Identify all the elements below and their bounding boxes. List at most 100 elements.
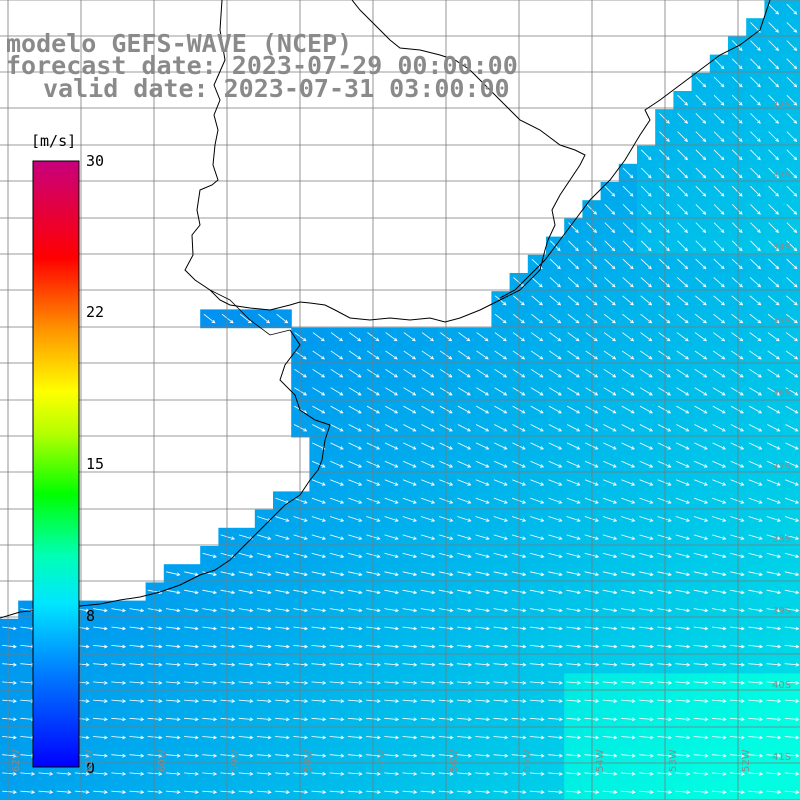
wind-arrow [676,295,689,306]
wind-arrow [329,735,345,740]
wind-cell [273,782,292,800]
wind-arrow [657,608,673,613]
wind-arrow [129,771,145,776]
wind-arrow [420,534,436,540]
wind-arrow [585,313,598,324]
title-forecast-date: forecast date: 2023-07-29 00:00:00 [6,51,518,80]
wind-arrow [584,571,600,577]
wind-cell [782,273,800,292]
wind-arrow [566,680,582,685]
wind-cell [782,127,800,147]
wind-arrow [566,699,582,703]
wind-arrow [712,424,726,432]
wind-arrow [693,552,709,558]
wind-arrow [384,699,400,703]
wind-arrow [602,771,618,776]
wind-arrow [202,571,217,577]
wind-arrow [202,680,218,685]
wind-arrow [730,497,745,504]
wind-arrow [529,662,545,667]
wind-arrow [549,313,562,324]
wind-vectors [2,3,800,794]
wind-arrow [731,204,743,215]
wind-arrow [348,368,362,378]
wind-arrow [329,717,345,722]
wind-arrow [750,204,761,215]
wind-arrow [548,717,563,722]
wind-arrow [421,479,435,486]
wind-arrow [784,571,800,577]
wind-arrow [220,626,236,631]
wind-arrow [584,460,599,468]
wind-arrow [677,94,688,106]
wind-arrow [731,76,743,88]
wind-arrow [384,479,399,486]
wind-arrow [311,608,327,613]
wind-arrow [622,258,634,270]
wind-arrow [676,313,689,324]
wind-arrow [257,571,272,577]
wind-arrow [675,699,691,703]
wind-arrow [694,332,707,342]
wind-arrow [420,552,436,558]
wind-arrow [529,589,545,595]
wind-arrow [275,680,290,685]
wind-arrow [165,626,181,631]
wind-arrow [603,479,617,486]
wind-arrow [749,295,762,306]
wind-arrow [329,626,345,631]
wind-arrow [766,534,781,540]
wind-arrow [420,516,436,522]
wind-arrow [220,717,236,722]
wind-arrow [458,332,471,342]
wind-arrow [165,662,181,667]
wind-arrow [275,717,290,722]
wind-arrow [238,735,254,740]
wind-arrow [730,644,745,649]
wind-arrow [658,277,671,288]
wind-arrow [493,790,509,794]
wind-arrow [129,644,145,649]
wind-arrow [786,277,798,288]
wind-arrow [111,662,127,667]
wind-arrow [347,552,363,558]
wind-cell [691,782,711,800]
wind-arrow [220,680,236,685]
wind-arrow [311,790,327,794]
wind-arrow [348,442,362,450]
wind-arrow [640,332,653,342]
wind-arrow [566,424,581,432]
wind-arrow [675,626,691,631]
wind-arrow [475,680,491,685]
wind-arrow [402,608,418,613]
wind-arrow [549,350,562,360]
wind-arrow [275,735,290,740]
wind-arrow [494,442,508,450]
wind-arrow [566,735,582,740]
coastline [0,0,771,619]
wind-arrow [457,608,472,613]
wind-arrow [402,534,417,540]
wind-arrow [676,332,689,342]
wind-arrow [493,534,508,540]
wind-arrow [348,479,363,486]
wind-cell [782,491,800,511]
wind-arrow [457,589,472,595]
wind-arrow [129,608,145,613]
wind-arrow [713,167,725,179]
wind-arrow [311,534,326,540]
wind-arrow [475,460,490,468]
wind-arrow [384,662,400,667]
title-valid-date: valid date: 2023-07-31 03:00:00 [43,74,510,103]
wind-arrow [730,571,745,577]
wind-arrow [275,662,290,667]
wind-arrow [712,479,727,486]
wind-arrow [548,680,563,685]
wind-arrow [220,534,235,540]
wind-arrow [494,350,508,360]
wind-arrow [621,497,636,504]
wind-arrow [165,608,181,613]
wind-arrow [220,589,236,595]
wind-arrow [621,516,636,522]
wind-arrow [493,753,509,758]
